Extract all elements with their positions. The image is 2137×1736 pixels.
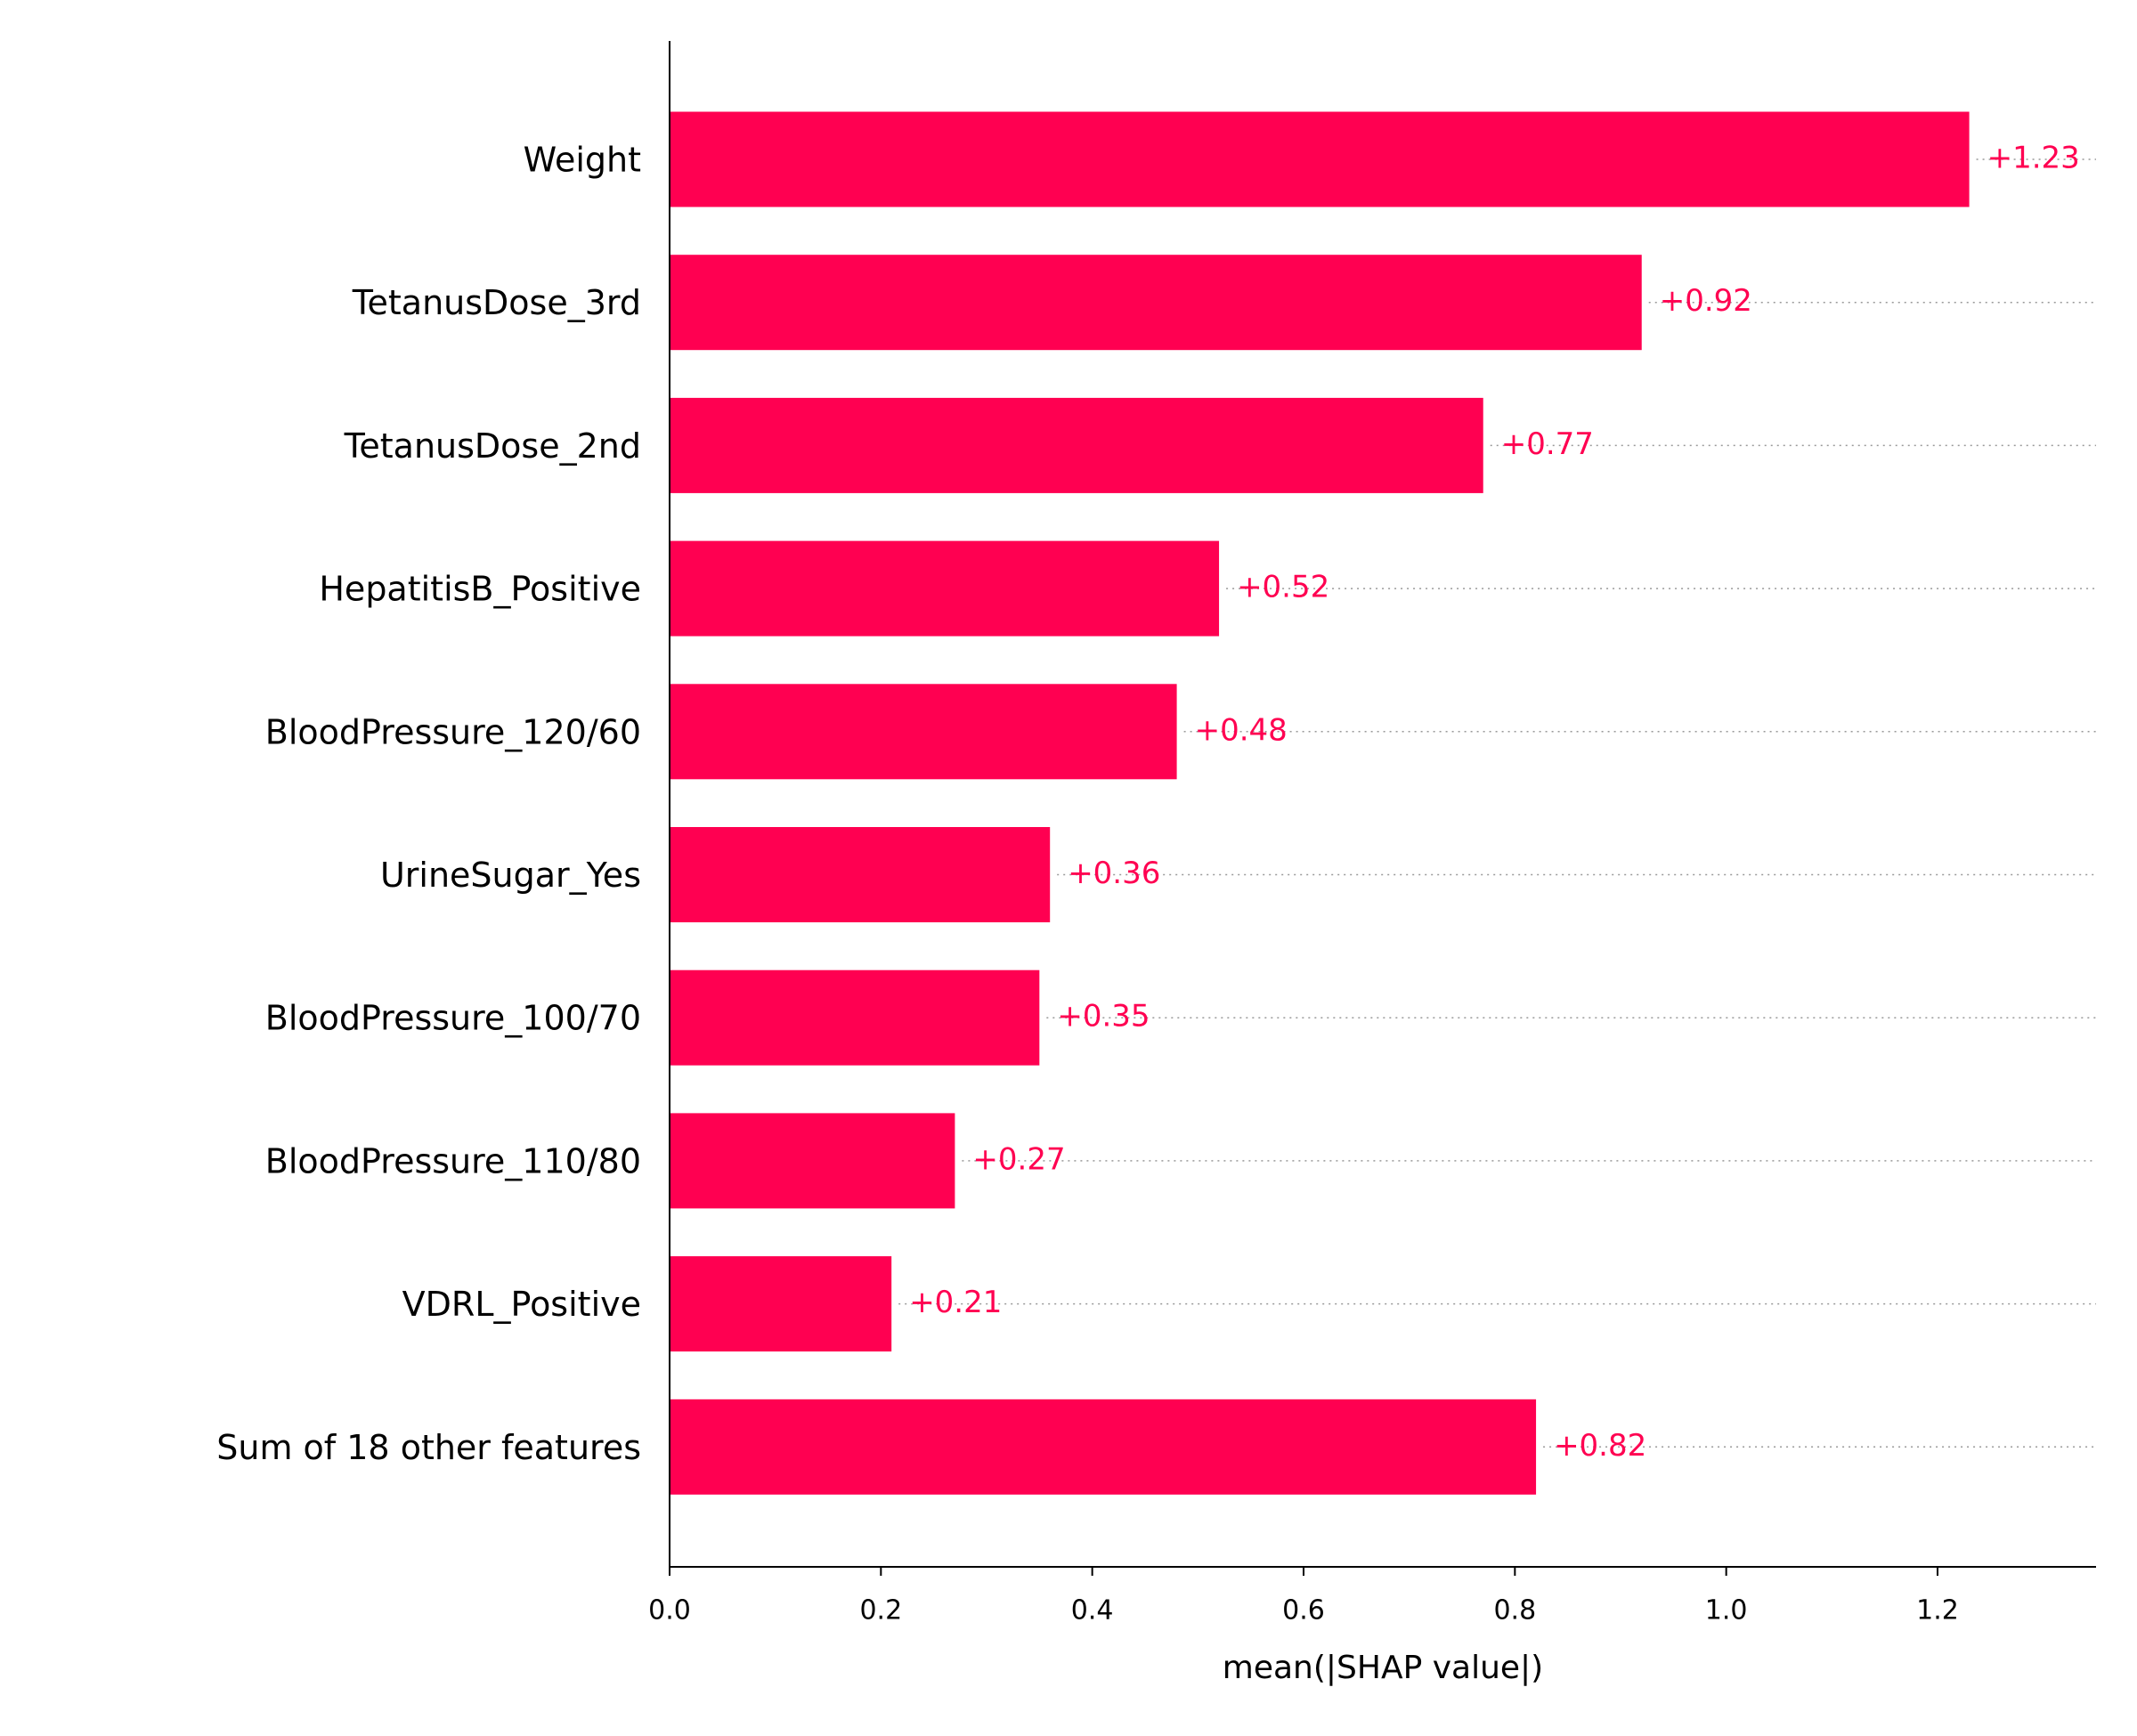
bar [670,1399,1537,1495]
x-tick-label: 0.6 [1282,1595,1325,1626]
value-label: +0.36 [1068,856,1160,891]
value-label: +0.27 [972,1141,1065,1177]
y-tick-label: HepatitisB_Positive [319,570,641,609]
bar [670,111,1970,207]
y-tick-label: BloodPressure_110/80 [265,1141,641,1180]
y-tick-label: Weight [524,141,641,180]
y-tick-label: BloodPressure_100/70 [265,999,641,1038]
y-tick-label: VDRL_Positive [402,1285,641,1324]
value-label: +1.23 [1987,141,2080,176]
x-axis-label: mean(|SHAP value|) [1223,1650,1543,1686]
y-tick-label: BloodPressure_120/60 [265,712,641,751]
y-tick-label: UrineSugar_Yes [380,856,641,895]
value-label: +0.82 [1554,1428,1646,1464]
value-label: +0.21 [909,1285,1002,1320]
bar [670,255,1642,351]
value-label: +0.35 [1057,999,1150,1034]
bar [670,540,1220,637]
bar [670,397,1483,493]
x-tick-label: 0.4 [1071,1595,1114,1626]
value-label: +0.48 [1195,712,1288,748]
bar [670,684,1177,780]
x-tick-label: 1.0 [1705,1595,1748,1626]
bar [670,827,1051,922]
value-label: +0.92 [1660,283,1752,319]
x-tick-label: 0.0 [648,1595,691,1626]
bar [670,1113,955,1209]
x-tick-label: 0.2 [859,1595,902,1626]
y-tick-label: TetanusDose_3rd [352,283,641,322]
value-label: +0.77 [1501,426,1594,462]
bar [670,1256,892,1352]
x-tick-label: 1.2 [1916,1595,1959,1626]
bar [670,969,1040,1066]
y-tick-label: Sum of 18 other features [216,1428,641,1467]
value-label: +0.52 [1237,570,1329,605]
y-tick-label: TetanusDose_2nd [344,426,641,466]
x-tick-label: 0.8 [1493,1595,1536,1626]
